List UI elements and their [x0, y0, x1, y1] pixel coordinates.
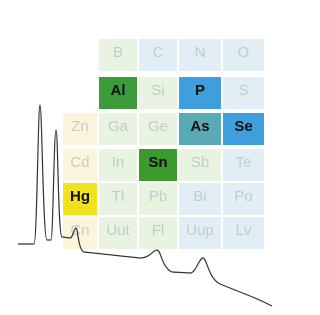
element-symbol: Ga [108, 118, 129, 135]
element-symbol: Lv [236, 222, 252, 239]
element-symbol: Pb [149, 188, 167, 205]
element-symbol: Fl [152, 222, 165, 239]
element-symbol: Uut [106, 222, 130, 239]
element-symbol: Ge [148, 118, 168, 135]
element-symbol: Bi [193, 188, 206, 205]
element-symbol: Te [236, 154, 252, 171]
illustration: Zn Cd Hg Cn B Al Ga In Tl Uut C Si Ge Sn Pb Fl N P As Sb Bi U… [0, 0, 288, 315]
element-symbol: As [190, 118, 209, 135]
element-symbol: Si [151, 82, 164, 99]
element-symbol: Cd [70, 154, 89, 171]
element-symbol: Sn [148, 154, 167, 171]
element-symbol: B [113, 44, 123, 61]
element-symbol: Al [111, 82, 126, 99]
element-symbol: P [195, 82, 205, 99]
element-symbol: O [238, 44, 250, 61]
element-symbol: In [112, 154, 125, 171]
element-symbol: N [195, 44, 206, 61]
element-symbol: Cn [70, 222, 89, 239]
element-symbol: Sb [191, 154, 209, 171]
element-symbol: Po [234, 188, 252, 205]
element-symbol: Hg [70, 188, 90, 205]
element-symbol: Se [234, 118, 252, 135]
periodic-table: Zn Cd Hg Cn B Al Ga In Tl Uut C Si Ge Sn Pb Fl N P As Sb Bi U… [63, 39, 264, 249]
element-symbol: Uup [186, 222, 214, 239]
element-symbol: Tl [112, 188, 125, 205]
element-symbol: Zn [71, 118, 89, 135]
element-symbol: S [238, 82, 248, 99]
element-symbol: C [153, 44, 164, 61]
